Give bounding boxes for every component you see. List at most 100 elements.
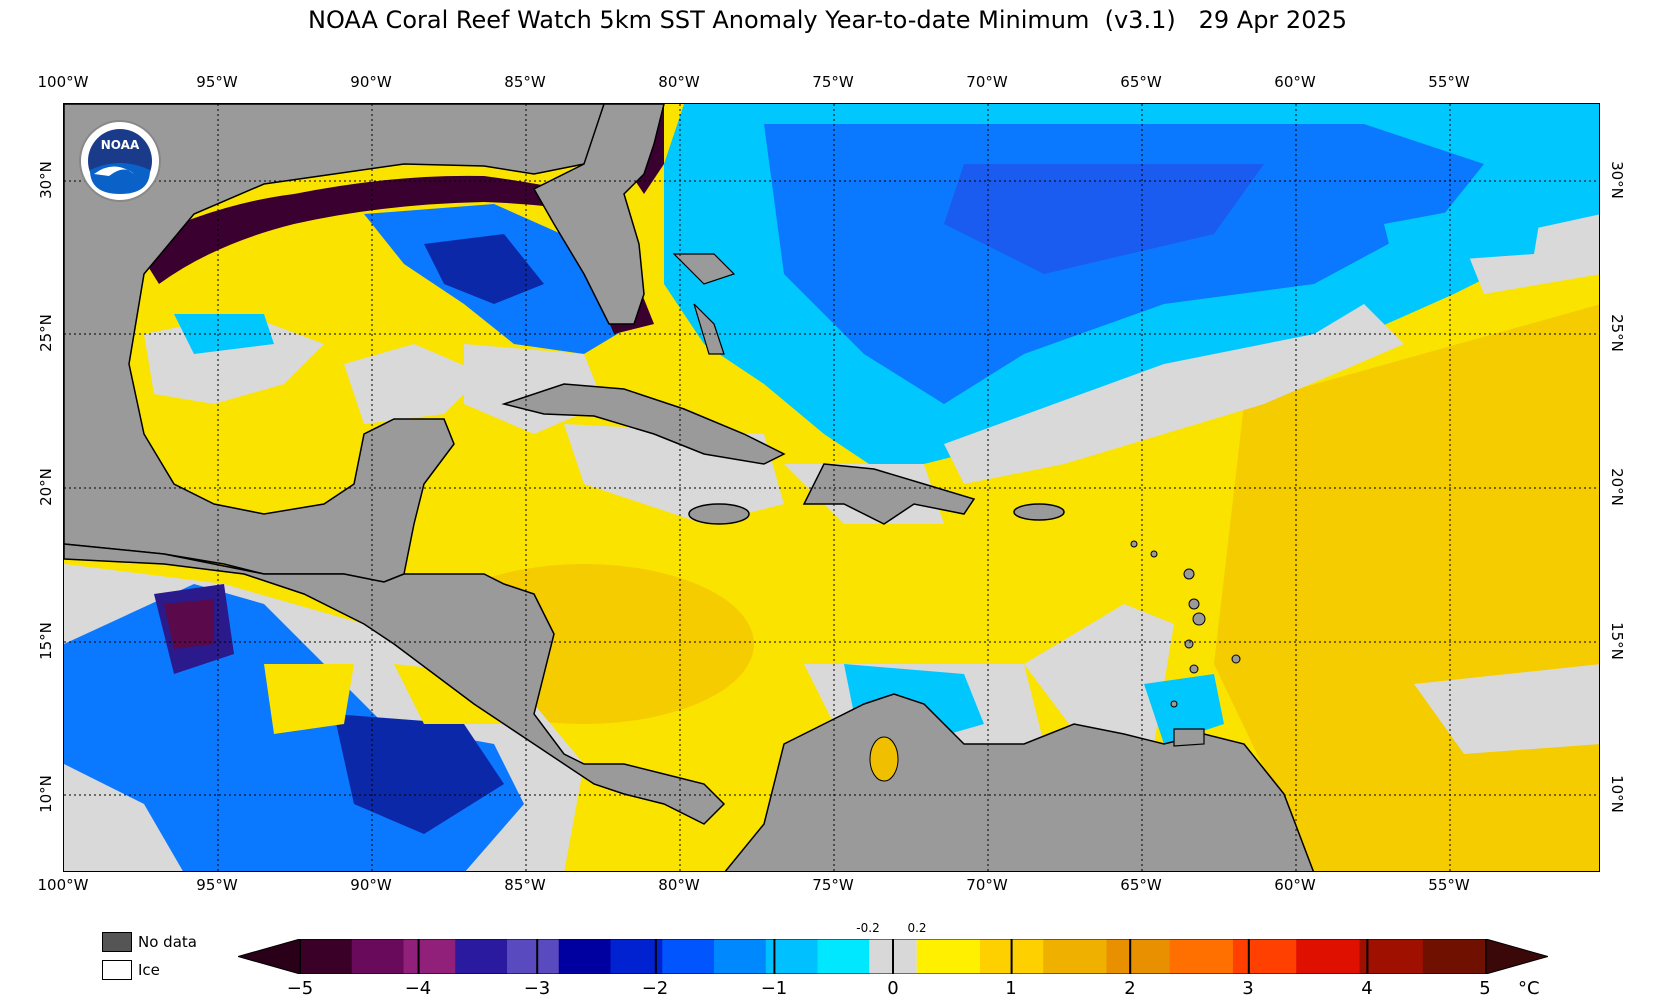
ocean-cool (1384, 194, 1544, 264)
land-central-america (64, 543, 726, 825)
legend-ice: Ice (102, 960, 160, 980)
colorbar-cell (817, 939, 870, 974)
lon-label: 70°W (966, 876, 1008, 894)
lon-label: 80°W (658, 73, 700, 91)
lat-label: 10°N (1608, 775, 1626, 813)
colorbar-small-tick: -0.2 (856, 921, 880, 935)
colorbar (238, 939, 1548, 974)
graticule (64, 104, 1599, 871)
colorbar-cell (1169, 939, 1234, 974)
lon-label: 90°W (350, 73, 392, 91)
lat-label: 30°N (1608, 161, 1626, 199)
colorbar-tick: 1 (1005, 978, 1017, 999)
lon-label: 85°W (504, 876, 546, 894)
lat-label: 25°N (37, 314, 55, 352)
lon-label: 60°W (1274, 876, 1316, 894)
lon-label: 65°W (1120, 876, 1162, 894)
land-lesser-antilles (1130, 540, 1241, 708)
sst-anomaly-map: NOAA (63, 103, 1600, 872)
noaa-logo-text: NOAA (101, 138, 140, 152)
ocean-cold-patch (944, 164, 1264, 274)
legend-no-data: No data (102, 932, 197, 952)
noaa-logo-icon (79, 120, 161, 202)
ocean-neutral (944, 304, 1404, 484)
colorbar-cell (300, 939, 353, 974)
colorbar-cell (610, 939, 663, 974)
map-title: NOAA Coral Reef Watch 5km SST Anomaly Ye… (308, 6, 1347, 34)
colorbar-cell (1359, 939, 1424, 974)
lat-label: 10°N (37, 775, 55, 813)
pacific-cold (334, 714, 504, 834)
colorbar-cell (1422, 939, 1487, 974)
land-jamaica (688, 503, 750, 525)
colorbar-tick: 0 (887, 978, 899, 999)
land-trinidad (1173, 728, 1205, 747)
lat-label: 25°N (1608, 314, 1626, 352)
colorbar-small-tick: 0.2 (907, 921, 927, 935)
lat-label: 15°N (37, 622, 55, 660)
lon-label: 85°W (504, 73, 546, 91)
colorbar-cell (1106, 939, 1171, 974)
ice-swatch (102, 960, 132, 980)
lat-label: 20°N (1608, 468, 1626, 506)
colorbar-cell (662, 939, 715, 974)
land-florida (532, 104, 665, 325)
atl-neutral (1414, 664, 1599, 754)
gulf-neutral (344, 344, 484, 424)
pacific-coldest-core (164, 599, 214, 649)
land-south-america (724, 693, 1315, 871)
colorbar-min-arrow (238, 939, 301, 974)
lon-label: 65°W (1120, 73, 1162, 91)
colorbar-cell (1296, 939, 1360, 974)
lon-label: 80°W (658, 876, 700, 894)
lon-label: 60°W (1274, 73, 1316, 91)
colorbar-cell (714, 939, 767, 974)
colorbar-tick: −5 (286, 978, 314, 999)
colorbar-tick: −4 (404, 978, 432, 999)
colorbar-tick: 4 (1361, 978, 1373, 999)
land-bahamas (693, 303, 725, 355)
colorbar-tick: −2 (641, 978, 669, 999)
colorbar-cell (1232, 939, 1297, 974)
colorbar-tick: 2 (1124, 978, 1136, 999)
colorbar-cell (403, 939, 456, 974)
land-bahamas (672, 253, 736, 285)
colorbar-tick: −3 (523, 978, 551, 999)
lon-label: 55°W (1428, 876, 1470, 894)
lon-label: 75°W (812, 876, 854, 894)
map-canvas: NOAA (64, 104, 1599, 871)
carib-neutral (1024, 604, 1174, 744)
lat-label: 15°N (1608, 622, 1626, 660)
colorbar-cell (1043, 939, 1107, 974)
legend-ice-label: Ice (138, 961, 160, 979)
colorbar-tick: 3 (1242, 978, 1254, 999)
lon-label: 95°W (196, 73, 238, 91)
colorbar-cell (351, 939, 405, 974)
colorbar-unit: °C (1518, 978, 1540, 999)
lon-label: 70°W (966, 73, 1008, 91)
pacific-warm-patch (264, 664, 354, 734)
colorbar-cell (455, 939, 508, 974)
colorbar-cell (507, 939, 560, 974)
colorbar-cell (916, 939, 981, 974)
lon-label: 100°W (37, 876, 89, 894)
colorbar-tick: 5 (1479, 978, 1491, 999)
legend-no-data-label: No data (138, 933, 197, 951)
lon-label: 75°W (812, 73, 854, 91)
ocean-neutral (1464, 214, 1599, 294)
land-cuba (501, 383, 786, 465)
land-puerto-rico (1013, 503, 1065, 521)
lat-label: 30°N (37, 161, 55, 199)
lon-label: 95°W (196, 876, 238, 894)
colorbar-cells (299, 939, 1487, 974)
carib-cool (1144, 674, 1224, 744)
lat-label: 20°N (37, 468, 55, 506)
no-data-swatch (102, 932, 132, 952)
colorbar-cell (558, 939, 612, 974)
colorbar-tick: −1 (760, 978, 788, 999)
gulf-cold (424, 234, 544, 304)
lon-label: 55°W (1428, 73, 1470, 91)
lon-label: 90°W (350, 876, 392, 894)
coastal-cold-rim (134, 175, 604, 284)
land-hispaniola (802, 463, 976, 525)
